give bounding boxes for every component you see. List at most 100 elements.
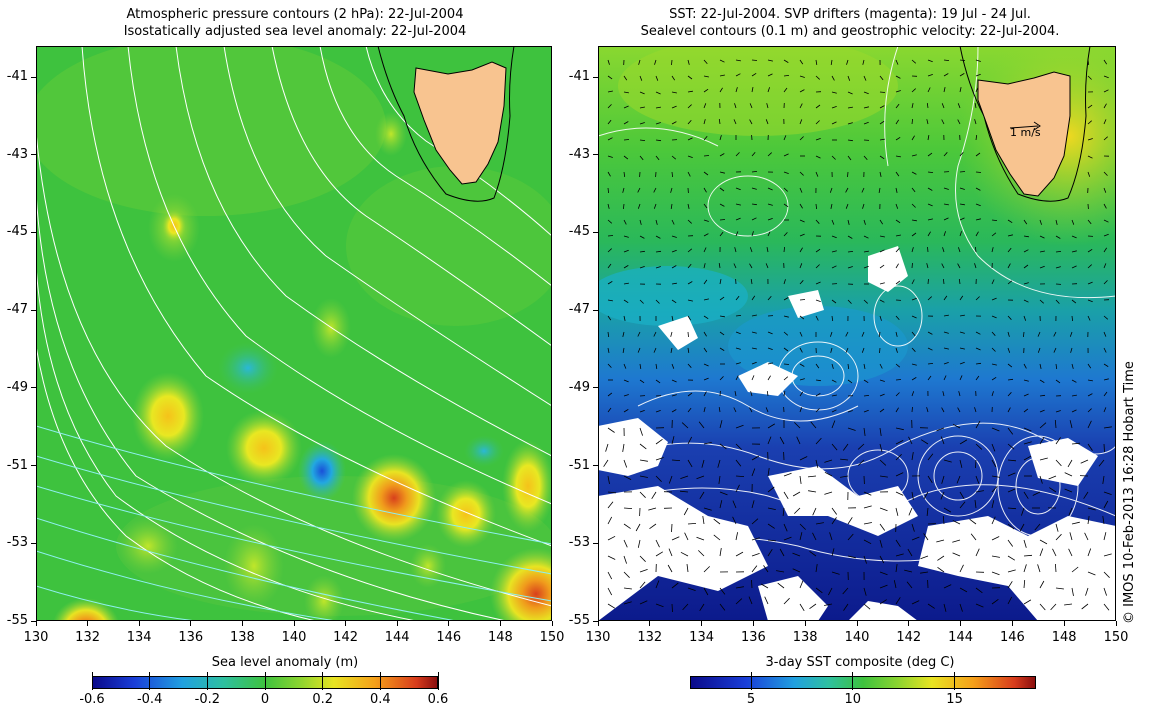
- velocity-arrow: [927, 187, 933, 191]
- velocity-arrow: [936, 539, 945, 543]
- sea-level-anomaly-map[interactable]: [36, 46, 552, 621]
- velocity-arrow: [649, 523, 657, 530]
- velocity-arrow: [1039, 422, 1047, 429]
- velocity-arrow: [847, 106, 853, 109]
- velocity-arrow: [879, 138, 885, 141]
- left-colorbar-tick: [322, 672, 324, 690]
- velocity-arrow: [1023, 455, 1032, 461]
- velocity-arrow: [959, 603, 963, 612]
- velocity-arrow: [920, 439, 929, 445]
- velocity-arrow: [783, 472, 792, 477]
- velocity-arrow: [1023, 331, 1025, 338]
- velocity-arrow: [717, 459, 721, 468]
- velocity-arrow: [974, 500, 977, 509]
- left-x-tick-label: 134: [126, 630, 152, 645]
- velocity-arrow: [861, 331, 865, 337]
- velocity-arrow: [760, 583, 769, 589]
- velocity-arrow: [1103, 280, 1108, 285]
- velocity-arrow: [655, 106, 661, 109]
- velocity-arrow: [831, 250, 837, 253]
- velocity-arrow: [991, 279, 995, 285]
- velocity-arrow: [783, 232, 788, 237]
- velocity-arrow: [639, 266, 645, 269]
- velocity-arrow: [637, 539, 641, 548]
- velocity-arrow: [1054, 419, 1057, 429]
- velocity-arrow: [719, 219, 726, 221]
- velocity-arrow: [824, 459, 833, 463]
- tasmania-land-sst: [959, 46, 1091, 202]
- right-x-tick: [1063, 621, 1065, 626]
- sst-map[interactable]: [598, 46, 1116, 621]
- velocity-arrow: [975, 347, 981, 351]
- velocity-arrow: [911, 262, 913, 269]
- velocity-arrow: [1023, 282, 1029, 285]
- velocity-arrow: [895, 564, 898, 573]
- velocity-arrow: [991, 598, 999, 605]
- velocity-arrow: [1103, 587, 1107, 596]
- velocity-arrow: [623, 459, 628, 468]
- velocity-arrow: [637, 347, 641, 353]
- velocity-arrow: [735, 87, 738, 93]
- left-colorbar-tick: [379, 672, 381, 690]
- velocity-arrow: [1007, 407, 1011, 413]
- velocity-arrow: [975, 187, 981, 191]
- velocity-arrow: [815, 437, 822, 445]
- velocity-arrow: [911, 377, 917, 381]
- left-x-tick-label: 142: [333, 630, 358, 645]
- velocity-arrow: [1087, 219, 1092, 225]
- velocity-arrow: [878, 187, 881, 193]
- left-x-tick: [293, 621, 295, 626]
- velocity-arrow: [767, 539, 776, 542]
- velocity-arrow: [845, 187, 849, 193]
- velocity-arrow: [735, 187, 741, 191]
- velocity-arrow: [719, 135, 722, 141]
- velocity-arrow: [957, 103, 961, 109]
- right-y-tick: [593, 154, 598, 156]
- velocity-arrow: [623, 571, 630, 578]
- velocity-arrow: [809, 550, 817, 557]
- velocity-arrow: [943, 584, 952, 589]
- velocity-arrow: [767, 347, 773, 350]
- velocity-arrow: [687, 459, 693, 468]
- velocity-arrow: [831, 548, 835, 557]
- left-y-tick-label: -53: [6, 535, 28, 551]
- velocity-arrow: [1087, 507, 1096, 511]
- velocity-arrow: [671, 105, 677, 109]
- velocity-arrow: [1087, 420, 1092, 429]
- velocity-arrow: [991, 443, 996, 452]
- velocity-arrow: [958, 247, 961, 253]
- right-y-tick-label: -41: [568, 69, 590, 85]
- velocity-arrow: [735, 484, 740, 493]
- velocity-arrow: [735, 59, 741, 62]
- velocity-arrow: [1055, 437, 1061, 445]
- velocity-arrow: [831, 363, 834, 369]
- velocity-arrow: [1103, 363, 1109, 367]
- velocity-arrow: [831, 379, 837, 383]
- velocity-arrow: [1007, 539, 1014, 547]
- velocity-arrow: [655, 603, 664, 608]
- velocity-arrow: [639, 219, 642, 225]
- velocity-arrow: [718, 118, 721, 125]
- velocity-arrow: [991, 376, 997, 381]
- velocity-arrow: [623, 587, 632, 590]
- velocity-arrow: [920, 555, 929, 560]
- velocity-arrow: [687, 299, 693, 302]
- velocity-arrow: [783, 376, 789, 381]
- velocity-arrow: [847, 91, 853, 95]
- velocity-arrow: [895, 280, 901, 285]
- velocity-arrow: [893, 580, 897, 589]
- velocity-arrow: [943, 295, 948, 301]
- velocity-arrow: [671, 523, 673, 533]
- velocity-arrow: [1071, 442, 1081, 445]
- velocity-arrow: [815, 120, 820, 125]
- velocity-arrow: [719, 548, 722, 557]
- velocity-arrow: [1103, 532, 1107, 541]
- velocity-arrow: [799, 391, 804, 397]
- velocity-arrow: [1007, 472, 1016, 477]
- velocity-arrow: [799, 331, 803, 337]
- velocity-arrow: [1103, 378, 1109, 381]
- velocity-arrow: [957, 407, 961, 413]
- velocity-arrow: [639, 379, 645, 384]
- velocity-arrow: [1064, 488, 1073, 493]
- velocity-arrow: [895, 119, 900, 125]
